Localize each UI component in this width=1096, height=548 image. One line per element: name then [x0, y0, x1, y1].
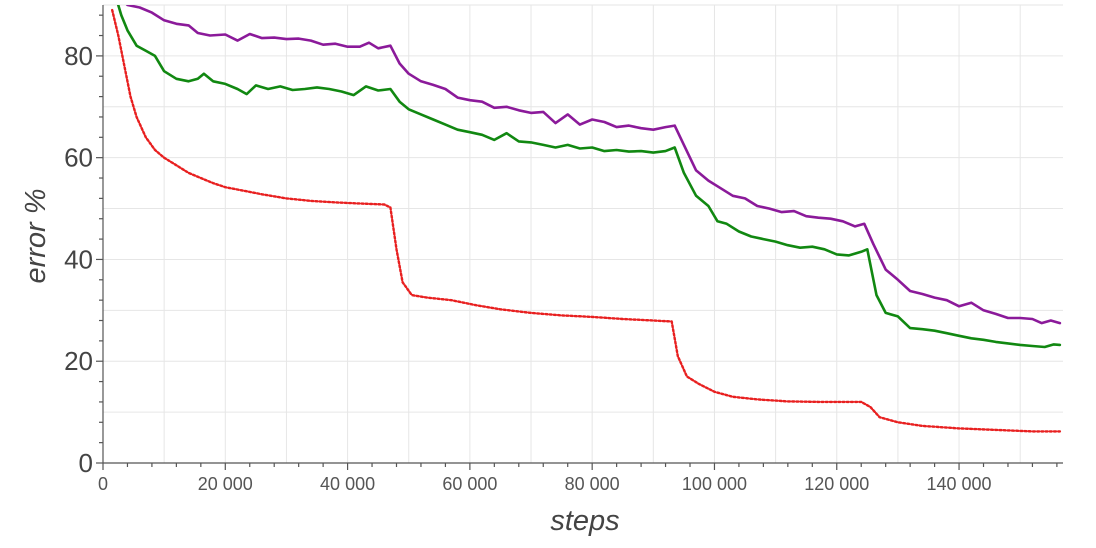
- series-line-2: [116, 5, 1062, 349]
- y-axis-ticks: 0 20 40 60 80: [64, 14, 103, 478]
- x-tick-label: 140 000: [927, 474, 992, 494]
- series-line-3: [110, 8, 1062, 433]
- y-tick-label: 80: [64, 41, 93, 71]
- y-gridlines: [103, 4, 1063, 464]
- series-layer: [110, 5, 1062, 433]
- y-tick-label: 0: [79, 448, 93, 478]
- x-tick-label: 120 000: [804, 474, 869, 494]
- x-tick-label: 80 000: [565, 474, 620, 494]
- x-tick-label: 20 000: [198, 474, 253, 494]
- x-tick-label: 60 000: [442, 474, 497, 494]
- y-tick-label: 20: [64, 346, 93, 376]
- y-axis-title: error %: [20, 188, 52, 283]
- x-tick-label: 40 000: [320, 474, 375, 494]
- x-tick-label: 0: [98, 474, 108, 494]
- series-line-1: [125, 5, 1062, 325]
- y-tick-label: 60: [64, 143, 93, 173]
- x-tick-label: 100 000: [682, 474, 747, 494]
- y-tick-label: 40: [64, 244, 93, 274]
- x-axis-ticks: 0 20 000 40 000 60 000 80 000 100 000 120 000 1…: [98, 463, 1058, 494]
- x-axis-title: steps: [550, 505, 619, 537]
- x-gridlines: [102, 5, 1021, 463]
